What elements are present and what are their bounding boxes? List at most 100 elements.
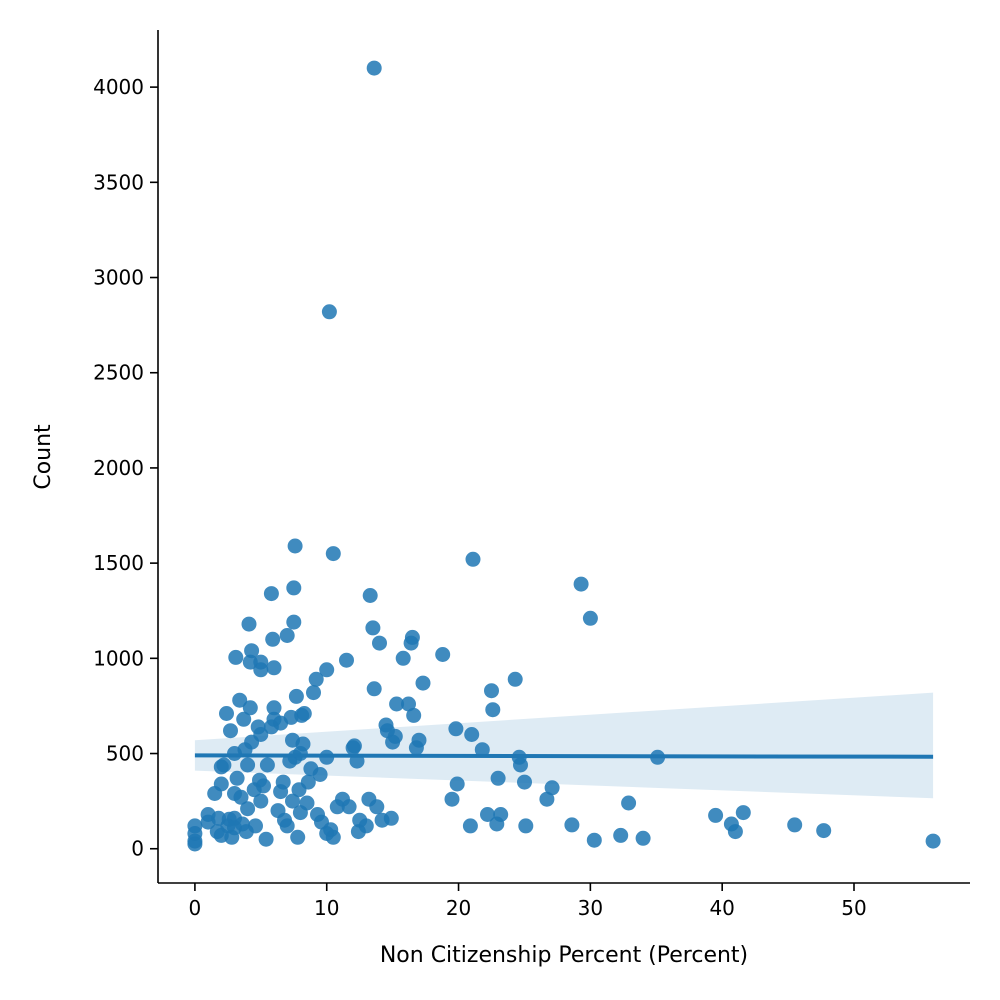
scatter-point [325, 829, 341, 845]
scatter-point [573, 576, 589, 592]
scatter-points-layer [187, 60, 941, 852]
scatter-point [493, 807, 509, 822]
y-tick-label: 3500 [93, 170, 144, 194]
y-tick-label: 2000 [93, 456, 144, 480]
scatter-point [242, 700, 258, 716]
regression-line [194, 753, 934, 759]
scatter-point [621, 795, 637, 811]
scatter-point [444, 791, 460, 807]
scatter-point [464, 727, 480, 742]
scatter-point [395, 650, 411, 666]
scatter-point [735, 805, 751, 821]
x-tick-label: 30 [578, 896, 603, 920]
scatter-point [613, 827, 629, 843]
scatter-point [300, 774, 316, 790]
scatter-point [366, 60, 382, 76]
scatter-point [518, 818, 534, 834]
y-tick-label: 1500 [93, 551, 144, 575]
scatter-point [290, 829, 306, 845]
scatter-point [219, 706, 234, 721]
x-tick-label: 40 [709, 896, 734, 920]
scatter-point [507, 671, 523, 687]
scatter-point [216, 757, 232, 773]
scatter-point [358, 818, 374, 834]
scatter-point [233, 789, 249, 805]
scatter-point [449, 776, 465, 792]
x-axis-label: Non Citizenship Percent (Percent) [380, 943, 748, 968]
scatter-point [236, 711, 252, 727]
scatter-point [253, 654, 269, 670]
scatter-point [480, 807, 495, 822]
scatter-point [485, 702, 501, 718]
axes-layer [157, 30, 970, 884]
x-tick-label: 0 [189, 896, 202, 920]
scatter-point [372, 635, 387, 651]
y-tick-label: 1000 [93, 646, 144, 670]
scatter-point [582, 610, 598, 626]
scatter-point [401, 696, 416, 712]
scatter-point [346, 738, 362, 754]
scatter-point [279, 818, 295, 834]
scatter-point [787, 817, 803, 833]
scatter-point [299, 795, 315, 811]
scatter-point [287, 538, 303, 554]
scatter-point [288, 688, 304, 704]
scatter-point [321, 304, 337, 320]
scatter-point [266, 700, 282, 716]
scatter-point [387, 728, 403, 744]
confidence-band [194, 692, 934, 799]
scatter-point [406, 707, 422, 723]
scatter-point [248, 818, 263, 834]
scatter-point [415, 675, 431, 691]
x-tick-label: 10 [314, 896, 339, 920]
scatter-point [462, 818, 478, 834]
scatter-point [279, 628, 295, 643]
scatter-point [306, 685, 321, 701]
scatter-point [490, 770, 506, 786]
scatter-point [296, 706, 312, 721]
scatter-point [465, 551, 481, 567]
scatter-point [389, 696, 405, 712]
x-tick-label: 50 [841, 896, 866, 920]
scatter-point [187, 836, 203, 852]
y-tick-label: 4000 [93, 75, 144, 99]
scatter-point [308, 671, 324, 687]
regression-line-layer [194, 753, 934, 759]
scatter-point [312, 767, 328, 782]
scatter-point [258, 831, 274, 847]
scatter-point [242, 654, 258, 670]
scatter-point [240, 801, 256, 817]
scatter-point [564, 817, 580, 833]
scatter-point [411, 732, 427, 748]
scatter-point [341, 799, 357, 815]
scatter-point [256, 778, 271, 794]
scatter-point [339, 652, 354, 668]
scatter-point [474, 742, 490, 758]
scatter-point [241, 616, 257, 632]
scatter-point [240, 757, 256, 773]
scatter-point [213, 776, 229, 792]
scatter-point [925, 833, 941, 849]
scatter-point [544, 780, 560, 796]
scatter-point [244, 643, 260, 659]
y-tick-label: 0 [131, 837, 144, 861]
scatter-point [635, 830, 651, 846]
scatter-point [253, 793, 269, 809]
scatter-point [275, 774, 291, 790]
scatter-point [708, 807, 724, 823]
scatter-point [259, 757, 275, 773]
scatter-point [404, 629, 420, 645]
scatter-point [319, 662, 335, 678]
y-axis-label: Count [31, 424, 56, 490]
scatter-point [253, 727, 269, 742]
scatter-point [484, 683, 499, 699]
y-tick-label: 3000 [93, 266, 144, 290]
scatter-point [285, 793, 300, 809]
scatter-point [228, 649, 244, 665]
scatter-point [265, 631, 281, 647]
scatter-point [362, 588, 378, 603]
scatter-point [727, 824, 743, 840]
scatter-point [365, 620, 381, 636]
scatter-point [383, 810, 399, 826]
